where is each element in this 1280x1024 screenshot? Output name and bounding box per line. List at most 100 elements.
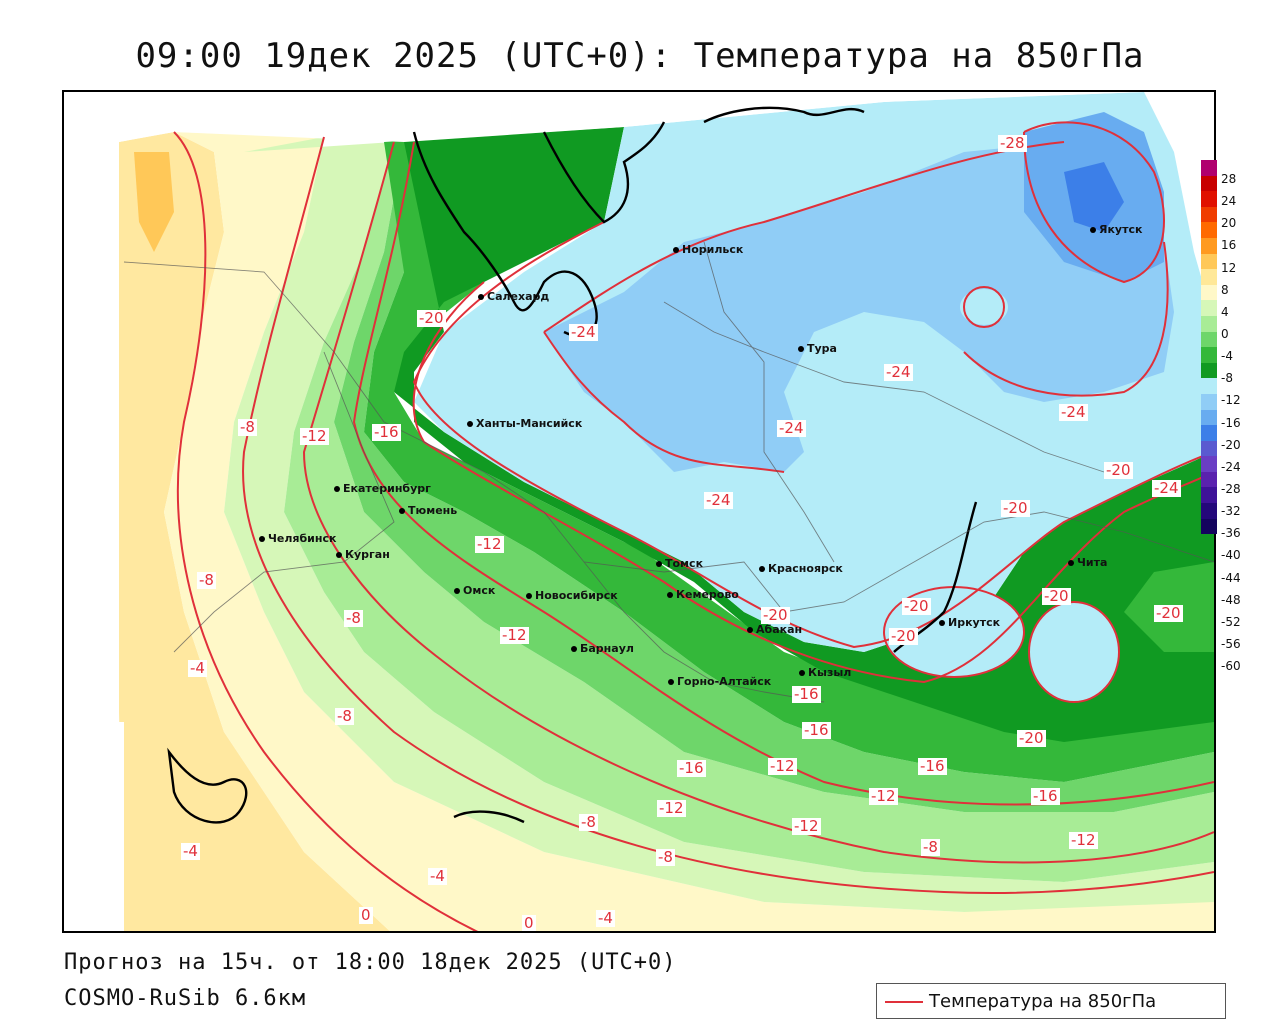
isoline-label: -20 [761,606,790,624]
city-tura: Тура [798,342,837,355]
color-scale-label: -12 [1221,393,1241,408]
color-scale-cell [1201,378,1217,394]
color-scale-label: -16 [1221,415,1241,430]
color-scale-cell [1201,300,1217,316]
color-scale-label: 24 [1221,194,1237,209]
zone-cold-deeper [1064,162,1124,232]
color-scale-label: -44 [1221,570,1241,585]
color-scale-cell [1201,471,1217,488]
city-salekhard: Салехард [478,290,549,303]
color-scale-cell [1201,160,1217,176]
color-scale-label: 12 [1221,260,1237,275]
isoline-label: -16 [802,721,831,739]
color-scale-cell [1201,347,1217,363]
color-scale [1201,160,1217,535]
coastline [167,106,978,824]
city-kurgan: Курган [336,548,390,561]
color-scale-cell [1201,503,1217,519]
isoline-label: -12 [475,535,504,553]
isoline-label: -8 [344,609,363,627]
city-tyumen: Тюмень [399,504,457,517]
isoline-label: -8 [335,707,354,725]
isoline-label: -20 [889,627,918,645]
color-scale-label: 20 [1221,216,1237,231]
domain-outside-s [64,722,124,931]
color-scale-cell [1201,284,1217,301]
isoline-label: -4 [428,867,447,885]
city-gorno-altaysk: Горно-Алтайск [668,675,771,688]
isoline-label: -16 [677,759,706,777]
color-scale-label: -36 [1221,526,1241,541]
color-scale-cell [1201,222,1217,238]
zone-green-20 [394,127,1214,742]
color-scale-cell [1201,331,1217,348]
color-scale-cell [1201,409,1217,426]
isoline-label: -12 [657,799,686,817]
color-scale-label: -48 [1221,592,1241,607]
city-barnaul: Барнаул [571,642,634,655]
zone-light-green [224,137,1214,912]
isoline-label: -12 [768,757,797,775]
color-scale-label: -32 [1221,504,1241,519]
isoline-label: -20 [417,309,446,327]
zone-east-cyan [1029,602,1119,702]
color-scale-cell [1201,440,1217,457]
color-scale-cell [1201,175,1217,192]
city-yekaterinburg: Екатеринбург [334,482,431,495]
isoline-label: -24 [569,323,598,341]
isoline-label: -4 [181,842,200,860]
color-scale-cell [1201,362,1217,379]
color-scale-label: -60 [1221,659,1241,674]
isoline-label: -20 [1104,461,1133,479]
forecast-info: Прогноз на 15ч. от 18:00 18дек 2025 (UTC… [64,950,677,975]
color-scale-cell [1201,518,1217,535]
isoline-label: -28 [998,134,1027,152]
isoline-label: -20 [1154,604,1183,622]
color-scale-cell [1201,393,1217,410]
isoline-label: -16 [792,685,821,703]
legend-line-swatch [885,1001,923,1003]
isoline-label: -24 [884,363,913,381]
isoline-label: -20 [1042,587,1071,605]
isoline-label: -24 [704,491,733,509]
color-scale-label: -40 [1221,548,1241,563]
color-scale-cell [1201,456,1217,472]
isoline-label: -12 [500,626,529,644]
zone-pale-green [164,132,1214,931]
isoline-label: -20 [1001,499,1030,517]
city-tomsk: Томск [656,557,703,570]
isoline-label: -8 [656,848,675,866]
isoline-label: -4 [596,909,615,927]
city-abakan: Абакан [747,623,802,636]
isoline-label: -12 [1069,831,1098,849]
model-name: COSMO-RuSib 6.6км [64,986,307,1011]
city-omsk: Омск [454,584,495,597]
isoline-label: -8 [238,418,257,436]
zone-cold-blue [544,142,1174,472]
isoline-label: -8 [197,571,216,589]
color-scale-label: 0 [1221,326,1229,341]
zone-cyan-pocket [960,289,1008,325]
color-scale-cell [1201,206,1217,223]
isoline-label: -12 [300,427,329,445]
city-yakutsk: Якутск [1090,223,1142,236]
isoline-label: 0 [522,914,536,932]
color-scale-cell [1201,269,1217,285]
color-scale-label: 28 [1221,172,1237,186]
zone-warm-core [134,152,174,252]
isotherms [173,121,1214,931]
isoline-label: -24 [1059,403,1088,421]
city-krasnoyarsk: Красноярск [759,562,843,575]
isoline-label: -8 [579,813,598,831]
isoline-label: -20 [1017,729,1046,747]
isoline-label: -20 [902,597,931,615]
color-scale-labels: 28 24 20 16 12 8 4 0 -4 -8 -12 -16 -20 -24 -28 -32 -36 -4… [1221,172,1241,681]
city-chelyabinsk: Челябинск [259,532,336,545]
isoline-label: 0 [359,906,373,924]
color-scale-label: -24 [1221,459,1241,474]
isoline-label: -24 [1152,479,1181,497]
color-scale-cell [1201,237,1217,254]
isoline-label: -4 [188,659,207,677]
legend: Температура на 850гПа [876,983,1226,1019]
isoline-label: -12 [869,787,898,805]
